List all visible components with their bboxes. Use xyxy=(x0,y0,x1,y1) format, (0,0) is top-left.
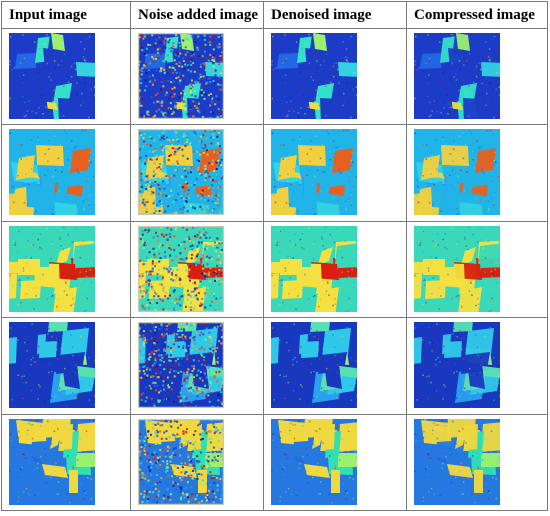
header-compressed-image: Compressed image xyxy=(406,1,548,29)
image-cell-compressed xyxy=(406,27,548,126)
noise-image-scene-1 xyxy=(138,33,224,119)
image-cell-input xyxy=(1,124,131,222)
image-cell-denoised xyxy=(263,124,407,222)
table-body xyxy=(1,27,548,512)
image-cell-noise xyxy=(130,317,264,415)
input-image-scene-1 xyxy=(9,33,95,119)
header-row: Input image Noise added image Denoised i… xyxy=(1,1,548,29)
image-cell-denoised xyxy=(263,220,407,319)
image-cell-input xyxy=(1,220,131,319)
denoised-image-scene-5 xyxy=(271,418,357,505)
compressed-image-scene-4 xyxy=(414,322,500,409)
image-cell-noise xyxy=(130,413,264,512)
image-cell-compressed xyxy=(406,317,548,415)
input-image-scene-2 xyxy=(9,129,95,216)
header-input-image: Input image xyxy=(1,1,131,29)
compressed-image-scene-1 xyxy=(414,33,500,119)
compressed-image-scene-2 xyxy=(414,129,500,216)
denoised-image-scene-4 xyxy=(271,322,357,409)
compressed-image-scene-5 xyxy=(414,418,500,505)
denoised-image-scene-3 xyxy=(271,225,357,312)
image-cell-input xyxy=(1,27,131,126)
noise-image-scene-2 xyxy=(138,129,224,216)
input-image-scene-3 xyxy=(9,225,95,312)
noise-image-scene-4 xyxy=(138,322,224,409)
table-row xyxy=(1,220,548,319)
image-cell-denoised xyxy=(263,413,407,512)
table-row xyxy=(1,413,548,512)
image-cell-compressed xyxy=(406,220,548,319)
header-denoised-image: Denoised image xyxy=(263,1,407,29)
table-row xyxy=(1,124,548,222)
table-row xyxy=(1,317,548,415)
denoised-image-scene-2 xyxy=(271,129,357,216)
image-cell-denoised xyxy=(263,27,407,126)
noise-image-scene-3 xyxy=(138,225,224,312)
noise-image-scene-5 xyxy=(138,418,224,505)
input-image-scene-4 xyxy=(9,322,95,409)
image-cell-denoised xyxy=(263,317,407,415)
denoised-image-scene-1 xyxy=(271,33,357,119)
image-cell-compressed xyxy=(406,124,548,222)
header-noise-added-image: Noise added image xyxy=(130,1,264,29)
image-cell-noise xyxy=(130,124,264,222)
image-cell-input xyxy=(1,317,131,415)
image-cell-input xyxy=(1,413,131,512)
table-row xyxy=(1,27,548,126)
compressed-image-scene-3 xyxy=(414,225,500,312)
image-cell-noise xyxy=(130,220,264,319)
input-image-scene-5 xyxy=(9,418,95,505)
image-cell-compressed xyxy=(406,413,548,512)
image-cell-noise xyxy=(130,27,264,126)
